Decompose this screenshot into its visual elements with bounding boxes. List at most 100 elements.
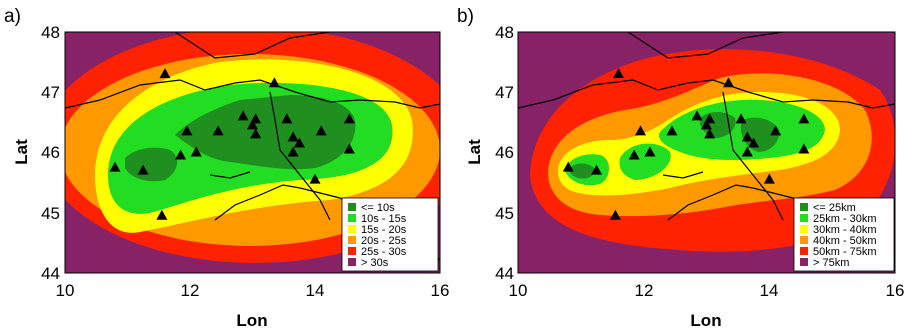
border-lines [518, 32, 895, 261]
station-marker [287, 146, 299, 157]
stations-a [109, 68, 355, 220]
station-marker [175, 149, 187, 160]
legend-entry: > 30s [361, 257, 389, 269]
zone-light-green [619, 143, 671, 180]
y-tick-label: 48 [495, 23, 514, 42]
station-marker [635, 125, 647, 136]
y-axis-title: Lat [465, 139, 484, 165]
station-marker [628, 149, 640, 160]
station-marker [181, 125, 193, 136]
zone-dark-green [125, 147, 178, 182]
x-tick-label: 16 [431, 281, 450, 300]
legend-entry: 10s - 15s [361, 213, 407, 225]
legend-swatch [348, 236, 356, 244]
panel-b-letter: b) [457, 6, 474, 27]
station-marker [293, 137, 305, 148]
station-marker [666, 125, 678, 136]
station-marker [562, 161, 574, 172]
station-marker [691, 110, 703, 121]
panel-b-legend: <= 25km 25km - 30km 30km - 40km 40km - 5… [793, 197, 895, 272]
legend-swatch [800, 214, 808, 222]
station-marker [156, 209, 168, 220]
station-marker [591, 164, 603, 175]
legend-swatch [800, 258, 808, 266]
legend-entry: 25s - 30s [361, 246, 407, 258]
legend-entry: 40km - 50km [813, 235, 877, 247]
y-tick-label: 46 [41, 143, 60, 162]
station-marker [137, 164, 149, 175]
station-marker [250, 128, 262, 139]
station-marker [770, 125, 782, 136]
station-marker [613, 68, 625, 79]
x-axis-title: Lon [690, 311, 721, 330]
y-axis-title: Lat [12, 139, 31, 165]
legend-swatch [348, 247, 356, 255]
legend-swatch [800, 247, 808, 255]
station-marker [644, 146, 656, 157]
legend-swatch [348, 258, 356, 266]
station-marker [343, 143, 355, 154]
legend-entry: 25km - 30km [813, 213, 877, 225]
panel-a: a) 10 12 14 16 44 45 46 47 48 Lon Lat [4, 6, 449, 330]
station-marker [609, 209, 621, 220]
legend-entry: > 75km [813, 257, 849, 269]
x-tick-label: 14 [306, 281, 325, 300]
station-marker [268, 77, 280, 88]
legend-entry: <= 10s [361, 202, 395, 214]
legend-swatch [348, 203, 356, 211]
x-tick-label: 12 [635, 281, 654, 300]
station-marker [343, 113, 355, 124]
panel-b: b) 10 12 14 16 44 45 46 47 48 [457, 6, 904, 330]
station-marker [704, 128, 716, 139]
legend-entry: <= 25km [813, 202, 856, 214]
station-marker [741, 146, 753, 157]
legend-entry: 50km - 75km [813, 246, 877, 258]
panel-a-legend: <= 10s 10s - 15s 15s - 20s 20s - 25s 25s… [341, 197, 439, 272]
legend-box [793, 197, 895, 272]
legend-entry: 15s - 20s [361, 224, 407, 236]
station-marker [741, 131, 753, 142]
station-marker [798, 113, 810, 124]
legend-entry: 20s - 25s [361, 235, 407, 247]
legend-swatch [800, 225, 808, 233]
panel-a-ticks: 10 12 14 16 44 45 46 47 48 [41, 23, 449, 300]
legend-swatch [800, 203, 808, 211]
station-marker [237, 110, 249, 121]
panel-a-letter: a) [4, 6, 21, 27]
station-marker [159, 68, 171, 79]
x-tick-label: 12 [181, 281, 200, 300]
x-tick-label: 14 [760, 281, 779, 300]
legend-swatch [348, 225, 356, 233]
station-marker [798, 143, 810, 154]
y-tick-label: 44 [41, 264, 60, 283]
legend-swatch [348, 214, 356, 222]
station-marker [281, 113, 293, 124]
station-marker [735, 113, 747, 124]
y-tick-label: 47 [41, 83, 60, 102]
station-marker [190, 146, 202, 157]
station-marker [763, 173, 775, 184]
legend-entry: 30km - 40km [813, 224, 877, 236]
x-tick-label: 16 [886, 281, 905, 300]
station-marker [212, 125, 224, 136]
y-tick-label: 46 [495, 143, 514, 162]
zone-dark-green [569, 163, 595, 179]
x-tick-label: 10 [509, 281, 528, 300]
border-lines [65, 32, 440, 261]
y-tick-label: 44 [495, 264, 514, 283]
station-marker [309, 173, 321, 184]
legend-swatch [800, 236, 808, 244]
station-marker [315, 125, 327, 136]
x-axis-title: Lon [236, 311, 267, 330]
panel-b-frame [517, 31, 896, 274]
zone-dark-green [175, 95, 356, 170]
y-tick-label: 45 [495, 204, 514, 223]
x-tick-label: 10 [56, 281, 75, 300]
legend-box [341, 197, 439, 272]
y-tick-label: 48 [41, 23, 60, 42]
station-marker [748, 137, 760, 148]
station-marker [247, 119, 258, 130]
station-marker [701, 119, 712, 130]
y-tick-label: 47 [495, 83, 514, 102]
